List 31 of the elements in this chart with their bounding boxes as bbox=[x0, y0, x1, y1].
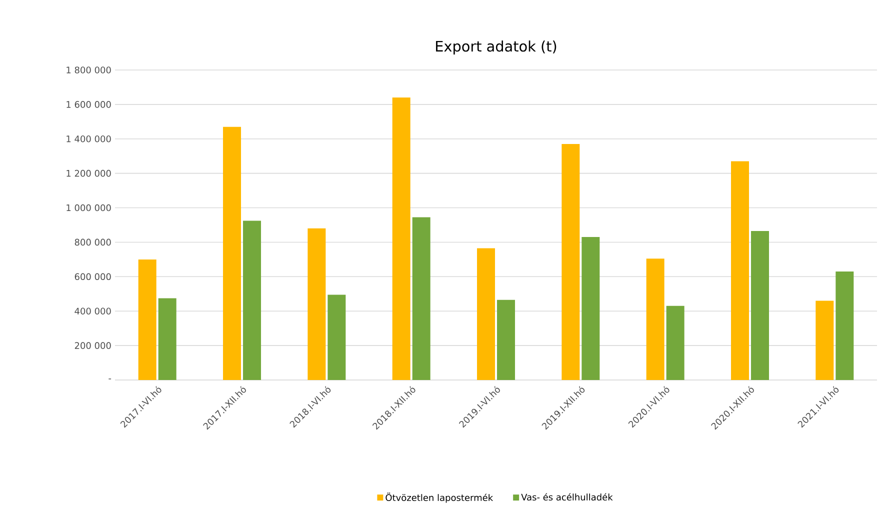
bar bbox=[646, 258, 664, 380]
bar bbox=[582, 237, 600, 380]
bar bbox=[497, 300, 515, 380]
y-tick-label: 1 800 000 bbox=[66, 66, 111, 74]
y-tick-label: 1 000 000 bbox=[66, 204, 111, 212]
y-tick-label: 200 000 bbox=[74, 342, 111, 349]
chart-title: Export adatok (t) bbox=[436, 40, 556, 54]
bar bbox=[158, 298, 176, 380]
y-tick-label: 1 400 000 bbox=[66, 135, 111, 142]
y-tick-label: 600 000 bbox=[74, 273, 111, 280]
y-tick-label: 800 000 bbox=[74, 238, 111, 246]
bar bbox=[666, 306, 684, 380]
y-tick-label: 1 600 000 bbox=[66, 101, 111, 108]
bar bbox=[816, 300, 834, 380]
bar bbox=[477, 248, 495, 380]
bar bbox=[223, 126, 242, 380]
bar bbox=[308, 228, 326, 380]
legend-label: Ötvözetlen lapostermék bbox=[386, 492, 494, 503]
y-tick-label: - bbox=[108, 378, 112, 380]
bar bbox=[836, 271, 854, 380]
y-tick-label: 1 200 000 bbox=[66, 170, 111, 177]
bar bbox=[412, 217, 430, 380]
bar bbox=[138, 259, 156, 380]
bar bbox=[562, 144, 580, 380]
bar bbox=[328, 294, 346, 380]
bar bbox=[750, 231, 769, 380]
bar bbox=[243, 220, 262, 380]
bar bbox=[392, 98, 410, 380]
bar bbox=[730, 161, 749, 380]
y-tick-label: 400 000 bbox=[74, 308, 111, 315]
legend-label: Vas- és acélhulladék bbox=[521, 493, 613, 501]
